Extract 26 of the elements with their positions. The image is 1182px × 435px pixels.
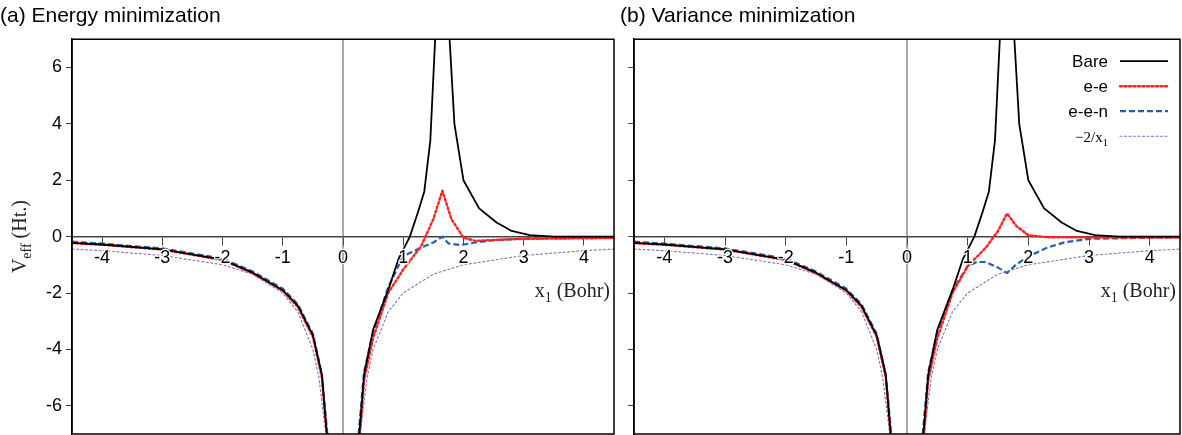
y-tick-label: 0 <box>51 225 62 246</box>
x-tick-label: 1 <box>962 246 973 267</box>
y-tick-label: -4 <box>45 338 62 359</box>
x-tick-label: 3 <box>1083 246 1095 267</box>
y-tick-label: 6 <box>51 56 62 77</box>
x-tick-label: -4 <box>94 246 111 267</box>
x-tick-label: -3 <box>154 246 171 267</box>
legend-label: e-e-n <box>1068 102 1108 122</box>
x-tick-label: -1 <box>274 246 291 267</box>
x-tick-label: -3 <box>716 246 734 267</box>
legend-label: Bare <box>1072 52 1109 72</box>
y-tick-label: -6 <box>45 394 62 415</box>
y-tick-label: -2 <box>45 281 62 302</box>
chart-title: (a) Energy minimization <box>0 3 221 27</box>
y-axis-title: Veff (Ht.) <box>8 200 34 274</box>
y-tick-label: 2 <box>51 169 62 190</box>
x-tick-label: -4 <box>656 246 673 267</box>
x-tick-label: 4 <box>1144 246 1155 267</box>
x-tick-label: 2 <box>1023 246 1034 267</box>
x-tick-label: 4 <box>578 246 589 267</box>
chart-title: (b) Variance minimization <box>620 3 856 27</box>
legend-label: e-e <box>1083 77 1109 97</box>
x-tick-label: -1 <box>838 246 855 267</box>
y-tick-label: 4 <box>51 112 62 133</box>
x-tick-label: 3 <box>518 246 529 267</box>
x-tick-label: 2 <box>458 246 469 267</box>
